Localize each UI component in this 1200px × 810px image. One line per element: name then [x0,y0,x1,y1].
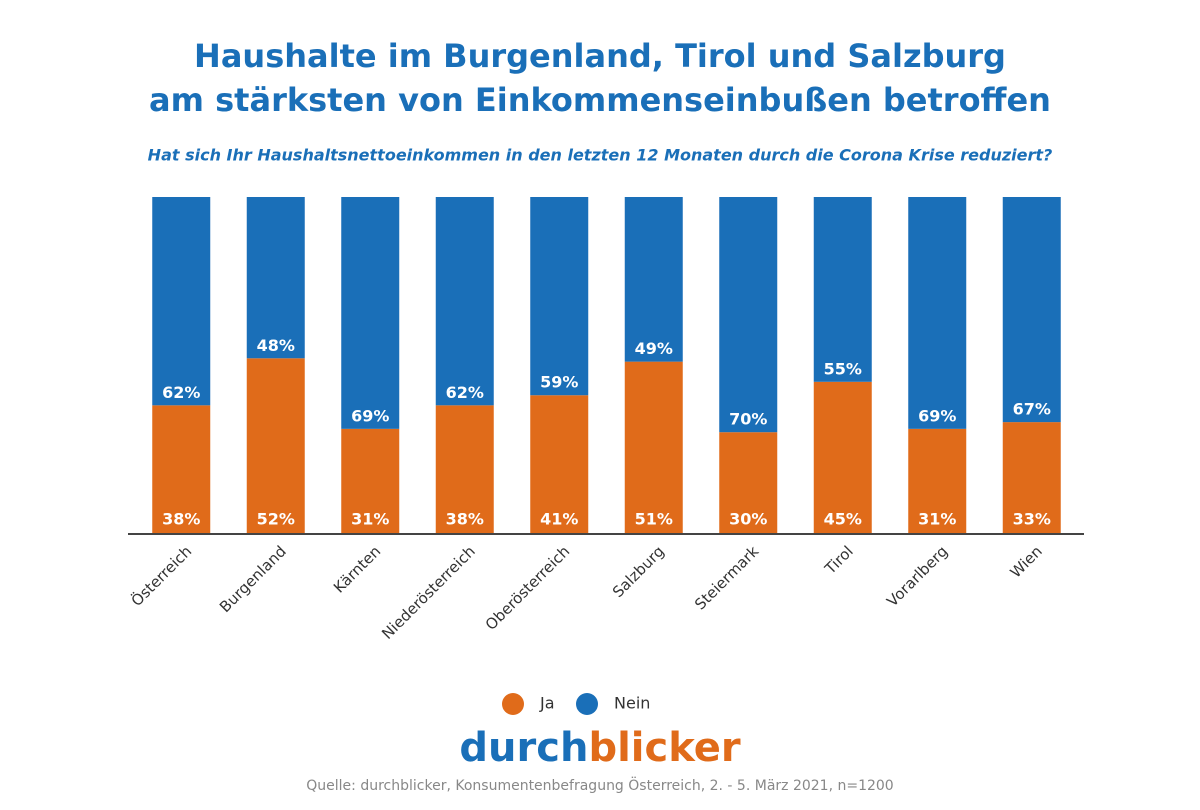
legend-swatch [576,693,598,715]
bar-segment [908,197,967,429]
bar-segment [246,358,305,533]
value-label: 55% [824,359,862,378]
bar-segment [530,197,589,396]
value-label: 33% [1013,510,1051,529]
bar-segment [719,432,778,533]
x-tick-label: Österreich [127,542,195,610]
bar-segment [341,197,400,429]
bar-segment [719,197,778,433]
legend-label: Nein [614,694,650,713]
value-label: 59% [540,373,578,392]
bar-segment [908,428,967,533]
x-tick-label: Salzburg [609,542,668,601]
x-tick-label: Wien [1007,542,1046,581]
value-label: 69% [918,406,956,425]
bar-segment [152,405,211,533]
bar-segment [624,197,683,362]
value-label: 70% [729,410,767,429]
value-label: 45% [824,510,862,529]
x-tick-label: Niederösterreich [378,542,479,643]
logo-part: blicker [588,725,740,771]
x-tick-label: Oberösterreich [482,542,573,633]
legend-label: Ja [539,694,555,713]
source: Quelle: durchblicker, Konsumentenbefragu… [306,776,893,794]
value-label: 69% [351,406,389,425]
logo: durchblicker [459,725,740,771]
x-tick-label: Vorarlberg [883,542,951,610]
value-label: 38% [162,510,200,529]
bar-segment [624,361,683,533]
x-tick-label: Tirol [821,542,857,578]
bar-segment [435,197,494,406]
chart-title: Haushalte im Burgenland, Tirol und Salzb… [194,37,1006,75]
bar-segment [152,197,211,406]
value-label: 41% [540,510,578,529]
bar-segment [1002,197,1061,423]
bar-segment [530,395,589,533]
value-label: 38% [446,510,484,529]
bar-segment [341,428,400,533]
value-label: 52% [257,510,295,529]
value-label: 48% [257,336,295,355]
value-label: 49% [635,339,673,358]
value-label: 62% [162,383,200,402]
value-label: 62% [446,383,484,402]
chart-subtitle: Hat sich Ihr Haushaltsnettoeinkommen in … [148,146,1053,165]
bar-segment [813,197,872,382]
bar-segment [246,197,305,359]
value-label: 67% [1013,400,1051,419]
x-tick-label: Steiermark [691,542,762,613]
bar-segment [435,405,494,533]
value-label: 30% [729,510,767,529]
bar-segment [1002,422,1061,533]
x-tick-label: Kärnten [330,542,384,596]
value-label: 31% [351,510,389,529]
bar-segment [813,381,872,533]
legend-swatch [502,693,524,715]
value-label: 31% [918,510,956,529]
value-label: 51% [635,510,673,529]
chart-title: am stärksten von Einkommenseinbußen betr… [149,81,1051,119]
logo-part: durch [459,725,588,771]
x-tick-label: Burgenland [216,542,290,616]
